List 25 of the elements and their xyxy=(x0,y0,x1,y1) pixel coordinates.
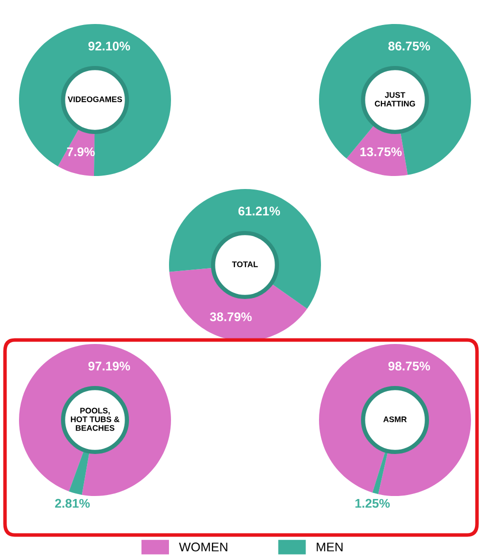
data-label: 1.25% xyxy=(355,498,390,508)
donut-slice xyxy=(19,24,171,176)
donut-slice xyxy=(319,24,471,175)
data-label: 61.21% xyxy=(238,206,280,216)
donut-slice xyxy=(68,450,90,495)
donut-slice xyxy=(169,189,321,309)
legend-label: WOMEN xyxy=(179,542,228,552)
data-label: 92.10% xyxy=(88,42,130,50)
data-label: 38.79% xyxy=(210,312,252,322)
donut-slice xyxy=(19,344,171,496)
donut-slice xyxy=(346,124,408,176)
text: ASMR xyxy=(383,416,407,422)
data-label: 86.75% xyxy=(388,42,430,50)
donut-slice xyxy=(319,344,471,496)
data-label: 98.75% xyxy=(388,362,430,370)
donut-slice xyxy=(169,268,308,341)
data-label: 13.75% xyxy=(360,147,402,156)
text: VIDEOGAMES xyxy=(68,96,122,102)
legend-label: MEN xyxy=(316,542,343,552)
donut-slice xyxy=(372,450,388,494)
text: TOTAL xyxy=(232,261,258,268)
data-label: 97.19% xyxy=(88,362,130,370)
data-label: 2.81% xyxy=(55,498,90,508)
text: POOLS, HOT TUBS & BEACHES xyxy=(70,408,120,431)
text: JUST CHATTING xyxy=(374,92,416,106)
